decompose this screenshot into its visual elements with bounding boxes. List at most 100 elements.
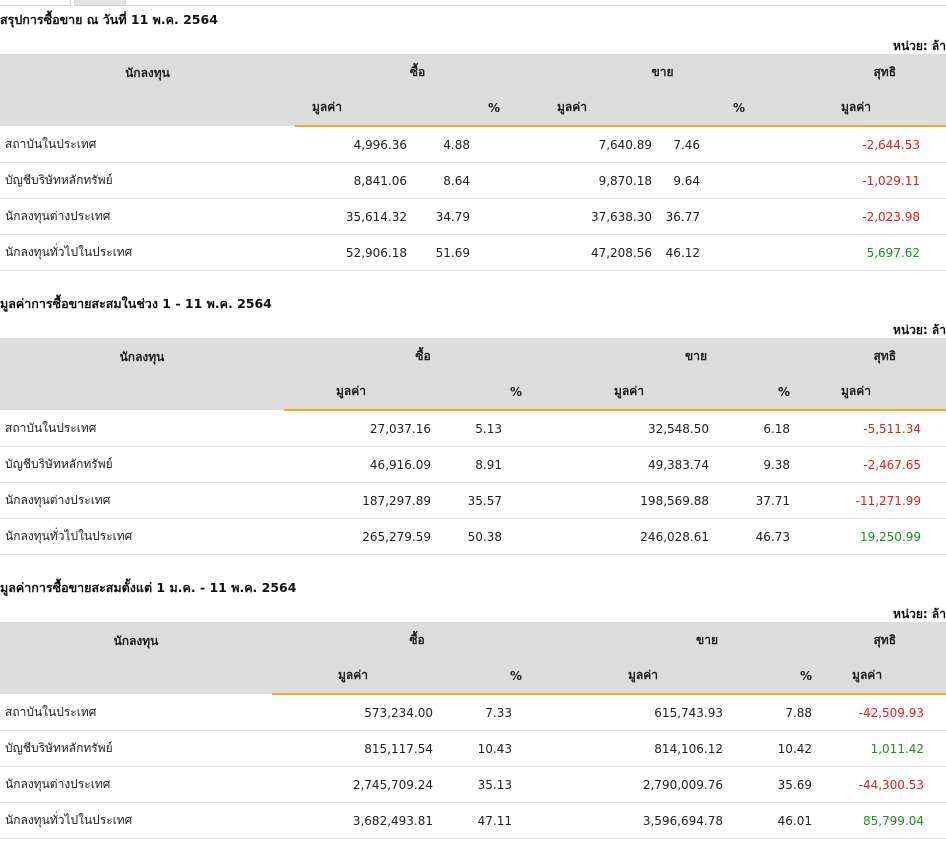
buy-percent: 50.38 <box>431 518 563 555</box>
header-buy-percent: % <box>431 374 563 411</box>
sell-value: 9,870.18 <box>540 162 653 199</box>
buy-value: 815,117.54 <box>272 730 433 767</box>
unit-label: หน่วย: ล้า <box>893 39 946 53</box>
net-value: -2,023.98 <box>785 198 946 235</box>
header-sell: ขาย <box>540 54 786 90</box>
header-buy: ซื้อ <box>272 622 563 658</box>
buy-percent: 8.91 <box>431 446 563 483</box>
table-row: บัญชีบริษัทหลักทรัพย์ 815,117.54 10.43 814,… <box>0 730 946 767</box>
trading-table: นักลงทุน ซื้อ ขาย สุทธิ มูลค่า% มูลค่า% มูลค่า… <box>0 622 946 839</box>
buy-percent: 7.33 <box>433 694 563 731</box>
table-row: บัญชีบริษัทหลักทรัพย์ 8,841.06 8.64 9,870.1… <box>0 162 946 199</box>
header-net: สุทธิ <box>785 54 946 90</box>
buy-value: 3,682,493.81 <box>272 802 433 839</box>
buy-percent: 47.11 <box>433 802 563 839</box>
sell-percent: 37.71 <box>709 482 831 519</box>
buy-percent: 4.88 <box>407 126 541 163</box>
section-title: มูลค่าการซื้อขายสะสมตั้งแต่ 1 ม.ค. - 11 … <box>0 580 297 595</box>
sell-percent: 10.42 <box>723 730 853 767</box>
section-title: สรุปการซื้อขาย ณ วันที่ 11 พ.ค. 2564 <box>0 12 218 27</box>
header-buy-value: มูลค่า <box>295 90 407 127</box>
sell-percent: 9.38 <box>709 446 831 483</box>
investor-name: สถาบันในประเทศ <box>0 410 284 447</box>
buy-percent: 8.64 <box>407 162 541 199</box>
sell-value: 37,638.30 <box>540 198 653 235</box>
buy-value: 4,996.36 <box>295 126 407 163</box>
buy-value: 265,279.59 <box>284 518 431 555</box>
header-sell: ขาย <box>562 622 853 658</box>
investor-name: นักลงทุนต่างประเทศ <box>0 198 295 235</box>
net-value: -44,300.53 <box>852 766 946 803</box>
table-row: นักลงทุนทั่วไปในประเทศ 265,279.59 50.38 246… <box>0 518 946 555</box>
buy-value: 27,037.16 <box>284 410 431 447</box>
investor-name: นักลงทุนต่างประเทศ <box>0 482 284 519</box>
table-row: บัญชีบริษัทหลักทรัพย์ 46,916.09 8.91 49,383… <box>0 446 946 483</box>
table-row: นักลงทุนทั่วไปในประเทศ 52,906.18 51.69 47,2… <box>0 234 946 271</box>
header-sell-value: มูลค่า <box>562 374 710 411</box>
header-sell-value: มูลค่า <box>540 90 653 127</box>
net-value: 1,011.42 <box>852 730 946 767</box>
sell-value: 198,569.88 <box>562 482 710 519</box>
buy-value: 187,297.89 <box>284 482 431 519</box>
sell-value: 2,790,009.76 <box>562 766 724 803</box>
tab-bar <box>0 0 946 6</box>
sell-value: 32,548.50 <box>562 410 710 447</box>
table-row: นักลงทุนต่างประเทศ 187,297.89 35.57 198,569… <box>0 482 946 519</box>
sell-value: 49,383.74 <box>562 446 710 483</box>
buy-value: 573,234.00 <box>272 694 433 731</box>
sell-value: 3,596,694.78 <box>562 802 724 839</box>
sell-value: 814,106.12 <box>562 730 724 767</box>
header-investor: นักลงทุน <box>0 338 284 410</box>
header-net: สุทธิ <box>852 622 946 658</box>
sell-percent: 46.01 <box>723 802 853 839</box>
header-sell-value: มูลค่า <box>562 658 724 695</box>
header-net-value: มูลค่า <box>852 658 946 695</box>
header-sell-percent: % <box>723 658 853 695</box>
header-sell: ขาย <box>562 338 831 374</box>
sell-value: 7,640.89 <box>540 126 653 163</box>
sell-value: 47,208.56 <box>540 234 653 271</box>
net-value: -1,029.11 <box>785 162 946 199</box>
sell-value: 246,028.61 <box>562 518 710 555</box>
sell-percent: 46.73 <box>709 518 831 555</box>
section-title: มูลค่าการซื้อขายสะสมในช่วง 1 - 11 พ.ค. 2… <box>0 296 272 311</box>
investor-name: บัญชีบริษัทหลักทรัพย์ <box>0 730 272 767</box>
net-value: -42,509.93 <box>852 694 946 731</box>
table-row: สถาบันในประเทศ 4,996.36 4.88 7,640.89 7.46 -2… <box>0 126 946 163</box>
buy-value: 52,906.18 <box>295 234 407 271</box>
buy-percent: 10.43 <box>433 730 563 767</box>
header-buy: ซื้อ <box>284 338 563 374</box>
net-value: -2,467.65 <box>830 446 946 483</box>
header-net-value: มูลค่า <box>830 374 946 411</box>
investor-name: สถาบันในประเทศ <box>0 694 272 731</box>
header-buy-percent: % <box>407 90 541 127</box>
header-buy-percent: % <box>433 658 563 695</box>
sell-percent: 6.18 <box>709 410 831 447</box>
net-value: -5,511.34 <box>830 410 946 447</box>
tab-divider <box>124 5 946 6</box>
investor-name: สถาบันในประเทศ <box>0 126 295 163</box>
buy-percent: 35.13 <box>433 766 563 803</box>
unit-label: หน่วย: ล้า <box>893 607 946 621</box>
table-row: นักลงทุนทั่วไปในประเทศ 3,682,493.81 47.11 3… <box>0 802 946 839</box>
header-net: สุทธิ <box>830 338 946 374</box>
header-sell-percent: % <box>652 90 786 127</box>
tab-active[interactable] <box>0 0 71 6</box>
buy-value: 46,916.09 <box>284 446 431 483</box>
investor-name: นักลงทุนทั่วไปในประเทศ <box>0 234 295 271</box>
header-buy: ซื้อ <box>295 54 541 90</box>
header-investor: นักลงทุน <box>0 54 295 126</box>
sell-value: 615,743.93 <box>562 694 724 731</box>
investor-name: นักลงทุนต่างประเทศ <box>0 766 272 803</box>
tab-inactive[interactable] <box>74 0 126 6</box>
buy-value: 2,745,709.24 <box>272 766 433 803</box>
sell-percent: 7.88 <box>723 694 853 731</box>
buy-value: 8,841.06 <box>295 162 407 199</box>
net-value: 19,250.99 <box>830 518 946 555</box>
sell-percent: 46.12 <box>652 234 786 271</box>
header-net-value: มูลค่า <box>785 90 946 127</box>
net-value: -2,644.53 <box>785 126 946 163</box>
sell-percent: 7.46 <box>652 126 786 163</box>
table-row: นักลงทุนต่างประเทศ 2,745,709.24 35.13 2,790… <box>0 766 946 803</box>
buy-percent: 35.57 <box>431 482 563 519</box>
